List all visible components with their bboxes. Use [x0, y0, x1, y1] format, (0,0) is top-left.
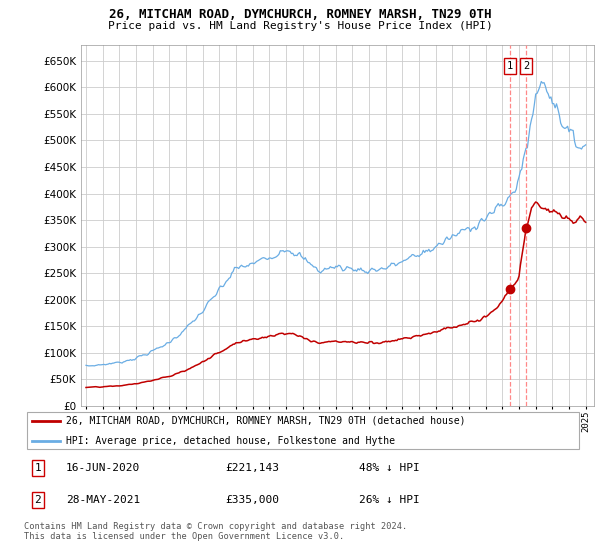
Text: 28-MAY-2021: 28-MAY-2021 — [66, 495, 140, 505]
Text: 1: 1 — [35, 463, 41, 473]
Text: Price paid vs. HM Land Registry's House Price Index (HPI): Price paid vs. HM Land Registry's House … — [107, 21, 493, 31]
Text: 26, MITCHAM ROAD, DYMCHURCH, ROMNEY MARSH, TN29 0TH: 26, MITCHAM ROAD, DYMCHURCH, ROMNEY MARS… — [109, 8, 491, 21]
Text: 26% ↓ HPI: 26% ↓ HPI — [359, 495, 419, 505]
Text: 48% ↓ HPI: 48% ↓ HPI — [359, 463, 419, 473]
Text: 16-JUN-2020: 16-JUN-2020 — [66, 463, 140, 473]
Text: 2: 2 — [35, 495, 41, 505]
Text: £335,000: £335,000 — [225, 495, 279, 505]
Text: Contains HM Land Registry data © Crown copyright and database right 2024.
This d: Contains HM Land Registry data © Crown c… — [24, 522, 407, 542]
FancyBboxPatch shape — [27, 413, 579, 449]
Text: £221,143: £221,143 — [225, 463, 279, 473]
Text: 2: 2 — [523, 61, 529, 71]
Text: HPI: Average price, detached house, Folkestone and Hythe: HPI: Average price, detached house, Folk… — [66, 436, 395, 446]
Text: 1: 1 — [507, 61, 513, 71]
Text: 26, MITCHAM ROAD, DYMCHURCH, ROMNEY MARSH, TN29 0TH (detached house): 26, MITCHAM ROAD, DYMCHURCH, ROMNEY MARS… — [66, 416, 466, 426]
